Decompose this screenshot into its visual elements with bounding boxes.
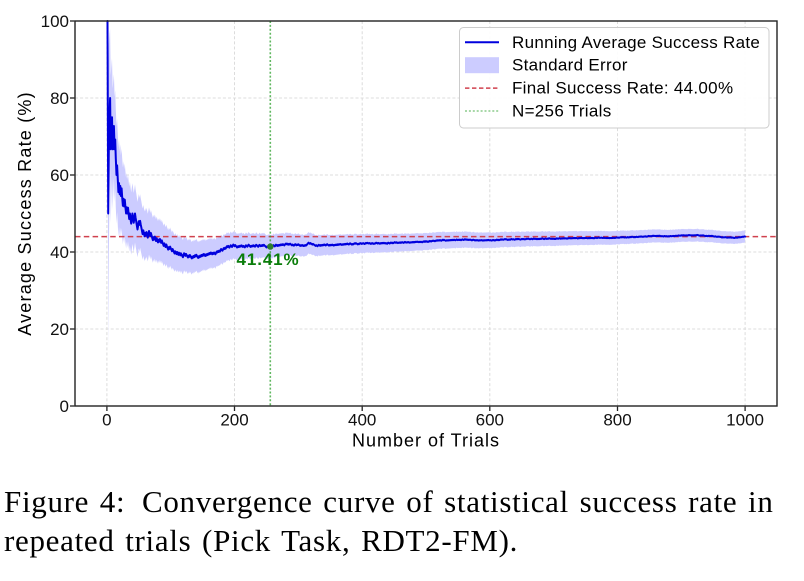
svg-text:80: 80 xyxy=(50,89,69,108)
svg-text:40: 40 xyxy=(50,243,69,262)
svg-text:60: 60 xyxy=(50,166,69,185)
svg-text:0: 0 xyxy=(102,410,111,429)
svg-text:600: 600 xyxy=(476,410,504,429)
svg-text:100: 100 xyxy=(41,12,69,31)
svg-text:1000: 1000 xyxy=(726,410,764,429)
svg-text:Average Success Rate (%): Average Success Rate (%) xyxy=(15,91,35,336)
svg-text:800: 800 xyxy=(603,410,631,429)
svg-text:0: 0 xyxy=(60,397,69,416)
svg-text:Running Average Success Rate: Running Average Success Rate xyxy=(512,33,760,52)
svg-text:41.41%: 41.41% xyxy=(237,250,300,269)
svg-text:N=256 Trials: N=256 Trials xyxy=(512,102,612,121)
svg-text:Final Success Rate: 44.00%: Final Success Rate: 44.00% xyxy=(512,79,733,98)
svg-text:400: 400 xyxy=(348,410,376,429)
svg-text:200: 200 xyxy=(220,410,248,429)
svg-text:20: 20 xyxy=(50,320,69,339)
svg-text:Number of Trials: Number of Trials xyxy=(352,431,500,451)
svg-text:Standard Error: Standard Error xyxy=(512,56,628,75)
